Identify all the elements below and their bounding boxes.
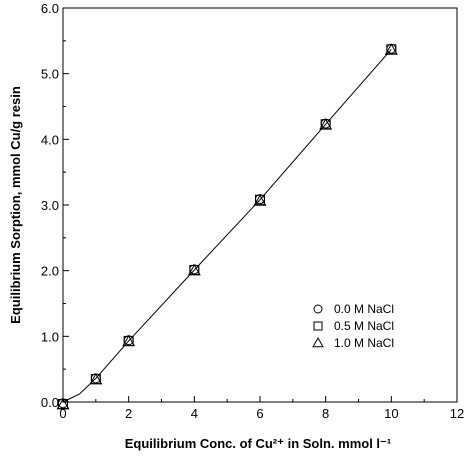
x-tick-label: 4 (191, 406, 198, 421)
y-tick-label: 3.0 (41, 198, 59, 213)
y-tick-label: 2.0 (41, 264, 59, 279)
y-tick-label: 4.0 (41, 132, 59, 147)
legend-marker-circle (313, 304, 323, 314)
legend-marker-triangle (312, 336, 324, 348)
data-point-triangle (319, 118, 333, 130)
x-tick-label: 8 (322, 406, 329, 421)
x-tick-label: 6 (256, 406, 263, 421)
data-point-circle (386, 43, 397, 54)
x-tick-label: 0 (59, 406, 66, 421)
legend-label: 1.0 M NaCl (334, 336, 394, 350)
x-tick-label: 12 (450, 406, 464, 421)
legend: 0.0 M NaCl 0.5 M NaCl 1.0 M NaCl (312, 302, 394, 350)
series-triangle (56, 43, 398, 410)
x-tick-label: 2 (125, 406, 132, 421)
x-axis-title: Equilibrium Conc. of Cu²⁺ in Soln. mmol … (125, 436, 392, 451)
series-circle (58, 43, 397, 409)
y-axis-title: Equilibrium Sorption, mmol Cu/g resin (8, 86, 23, 324)
legend-label: 0.5 M NaCl (334, 319, 394, 333)
legend-label: 0.0 M NaCl (334, 302, 394, 316)
data-point-triangle (122, 334, 136, 347)
legend-marker-square (313, 321, 323, 331)
data-point-triangle (56, 397, 70, 410)
series-square (58, 44, 397, 409)
data-point-triangle (384, 43, 398, 55)
y-tick-label: 0.0 (41, 395, 59, 410)
data-point-triangle (89, 373, 103, 385)
data-point-triangle (253, 194, 267, 206)
plot-area: 0 2 4 6 8 10 12 0.0 1.0 2.0 3.0 4.0 5.0 6.0 0.0 M NaCl… (41, 1, 464, 421)
y-tick-label: 6.0 (41, 1, 59, 16)
x-tick-label: 10 (384, 406, 398, 421)
y-tick-label: 5.0 (41, 67, 59, 82)
y-tick-label: 1.0 (41, 329, 59, 344)
data-point-triangle (187, 264, 201, 276)
fit-line (62, 49, 392, 403)
